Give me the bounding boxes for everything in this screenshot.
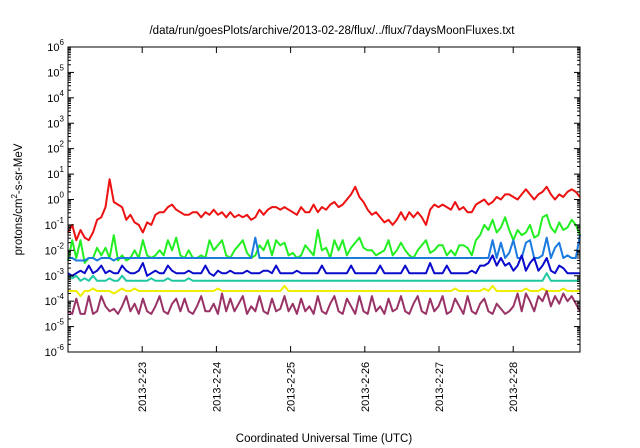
x-tick-label: 2013-2-28: [508, 362, 520, 412]
y-tick-label: 105: [47, 63, 64, 79]
x-tick-label: 2013-2-26: [360, 362, 372, 412]
y-tick-label: 10-6: [45, 343, 65, 359]
y-axis-label-superscript: 2: [10, 194, 19, 199]
y-tick-label: 101: [47, 165, 64, 181]
y-tick-label: 106: [47, 38, 64, 54]
axis-layer: 106 105 104 103 102 101 100 10-1 10-2 10-3 10-4 10-…: [45, 38, 580, 412]
series-layer: [67, 178, 581, 315]
plot-frame: [67, 46, 581, 353]
y-axis-label: protons/cm2-s-sr-MeV: [10, 143, 25, 255]
y-tick-label: 10-2: [45, 241, 65, 257]
y-tick-label: 10-5: [45, 318, 65, 334]
y-tick-label: 10-4: [45, 292, 65, 308]
svg-text:protons/cm2-s-sr-MeV: protons/cm2-s-sr-MeV: [10, 143, 25, 255]
x-axis-label: Coordinated Universal Time (UTC): [236, 433, 413, 445]
y-tick-label: 10-3: [45, 267, 65, 283]
series-line-1: [67, 178, 581, 242]
x-tick-label: 2013-2-24: [211, 362, 223, 412]
series-line-3: [68, 234, 581, 262]
series-line-6: [68, 284, 580, 298]
x-tick-label: 2013-2-25: [286, 362, 298, 412]
x-tick-label: 2013-2-27: [434, 362, 446, 412]
y-axis-label-unit: -s-sr-MeV: [13, 143, 25, 194]
series-line-4: [67, 254, 580, 277]
series-line-5: [67, 272, 580, 282]
y-tick-label: 10-1: [45, 216, 65, 232]
y-tick-label: 103: [47, 114, 64, 130]
y-tick-label: 100: [47, 191, 64, 207]
y-axis-label-main: protons/cm: [13, 199, 25, 256]
series-line-2: [67, 213, 581, 264]
chart-title: /data/run/goesPlots/archive/2013-02-28/f…: [149, 25, 515, 37]
y-tick-label: 102: [47, 140, 64, 156]
series-line-7: [67, 290, 581, 315]
y-tick-label: 104: [47, 89, 64, 105]
x-tick-label: 2013-2-23: [137, 362, 149, 412]
